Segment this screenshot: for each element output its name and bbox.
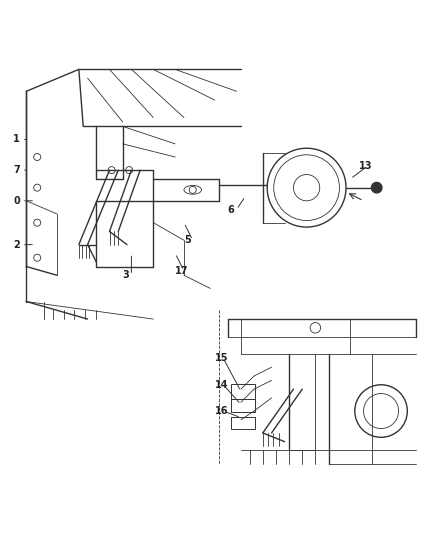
FancyBboxPatch shape — [231, 417, 255, 430]
Text: 5: 5 — [184, 235, 191, 245]
FancyBboxPatch shape — [231, 384, 255, 399]
Text: 15: 15 — [215, 353, 228, 364]
Text: 16: 16 — [215, 406, 228, 416]
FancyBboxPatch shape — [231, 399, 255, 412]
Text: 7: 7 — [13, 165, 20, 175]
Text: 6: 6 — [228, 205, 234, 215]
Text: 17: 17 — [175, 266, 189, 276]
Text: 1: 1 — [13, 134, 20, 144]
Text: 14: 14 — [215, 379, 228, 390]
Text: 0: 0 — [13, 196, 20, 206]
Text: 3: 3 — [123, 270, 129, 280]
Circle shape — [371, 182, 382, 193]
Text: 2: 2 — [13, 240, 20, 249]
Text: 13: 13 — [359, 161, 373, 171]
